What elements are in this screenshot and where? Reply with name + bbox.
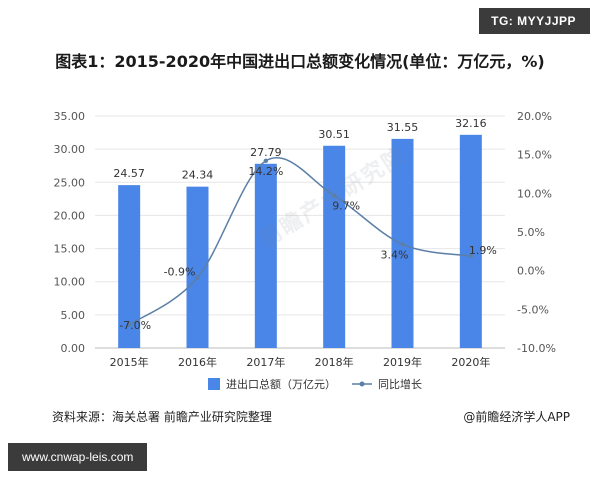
- source-note: 资料来源：海关总署 前瞻产业研究院整理: [52, 410, 272, 424]
- bottom-badge: www.cnwap-leis.com: [8, 443, 148, 471]
- bar: [459, 134, 482, 348]
- y-left-tick-label: 0.00: [61, 342, 86, 355]
- legend-bar-swatch: [208, 378, 220, 390]
- growth-value-label: -7.0%: [119, 319, 151, 332]
- bar-value-label: 27.79: [250, 146, 282, 159]
- y-right-tick-label: -10.0%: [517, 342, 556, 355]
- y-right-tick-label: -5.0%: [517, 303, 549, 316]
- x-tick-label: 2016年: [178, 355, 217, 369]
- y-left-tick-label: 25.00: [54, 176, 86, 189]
- growth-value-label: 1.9%: [469, 244, 497, 257]
- y-right-tick-label: 20.0%: [517, 110, 552, 123]
- x-tick-label: 2018年: [315, 355, 354, 369]
- y-right-tick-label: 0.0%: [517, 265, 545, 278]
- growth-point: [263, 158, 269, 164]
- y-right-tick-label: 5.0%: [517, 226, 545, 239]
- growth-value-label: 9.7%: [332, 200, 360, 213]
- y-left-tick-label: 20.00: [54, 209, 86, 222]
- growth-point: [195, 275, 200, 280]
- y-left-tick-label: 10.00: [54, 276, 86, 289]
- bar-value-label: 31.55: [387, 121, 419, 134]
- bar-value-label: 24.34: [182, 169, 214, 182]
- growth-value-label: 14.2%: [248, 165, 283, 178]
- growth-point: [468, 253, 474, 259]
- x-tick-label: 2017年: [246, 355, 285, 369]
- bar: [118, 185, 141, 348]
- bar-value-label: 30.51: [318, 128, 350, 141]
- legend-bar-label: 进出口总额（万亿元）: [226, 377, 336, 391]
- y-left-tick-label: 15.00: [54, 243, 86, 256]
- chart-title: 图表1：2015-2020年中国进出口总额变化情况(单位：万亿元，%): [55, 52, 545, 71]
- y-right-tick-label: 15.0%: [517, 149, 552, 162]
- bar-value-label: 24.57: [113, 167, 145, 180]
- top-badge: TG: MYYJJPP: [479, 8, 590, 34]
- x-tick-label: 2020年: [451, 355, 490, 369]
- bar-value-label: 32.16: [455, 117, 487, 130]
- bar: [323, 145, 346, 348]
- bar: [186, 186, 209, 348]
- y-left-tick-label: 30.00: [54, 143, 86, 156]
- bar: [254, 163, 277, 348]
- growth-value-label: -0.9%: [164, 266, 196, 279]
- x-tick-label: 2019年: [383, 355, 422, 369]
- legend-line-marker: [359, 381, 365, 387]
- growth-point: [126, 322, 132, 327]
- growth-point: [400, 242, 405, 247]
- legend-line-label: 同比增长: [378, 377, 422, 391]
- credit-note: @前瞻经济学人APP: [463, 410, 570, 424]
- y-left-tick-label: 35.00: [54, 110, 86, 123]
- y-right-tick-label: 10.0%: [517, 187, 552, 200]
- growth-value-label: 3.4%: [381, 248, 409, 261]
- x-tick-label: 2015年: [110, 355, 149, 369]
- y-left-tick-label: 5.00: [61, 309, 86, 322]
- growth-point: [331, 193, 337, 198]
